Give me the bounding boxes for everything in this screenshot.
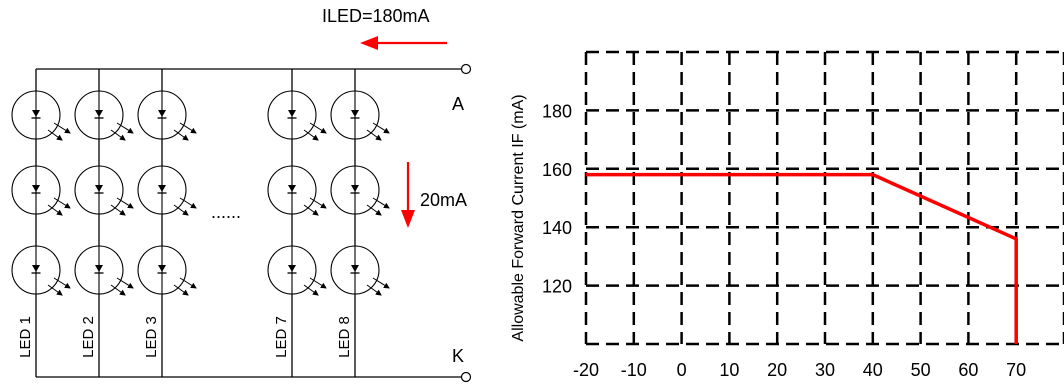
led-symbol [11,90,71,141]
led-symbol [74,245,134,296]
led-array-circuit: A K ILED=180mA 20mA ...... LED 1 LED 2 LED… [11,6,472,383]
x-tick-label: -20 [573,360,599,380]
x-tick-label: 40 [863,360,883,380]
x-tick-label: 20 [767,360,787,380]
x-tick-label: 60 [958,360,978,380]
derating-curve [586,172,1018,344]
y-tick-label: 180 [542,101,572,121]
x-tick-label: -10 [621,360,647,380]
terminal-k-node [460,371,472,383]
terminal-k-label: K [452,346,464,366]
x-tick-label: 50 [911,360,931,380]
y-tick-label: 140 [542,218,572,238]
led-label: LED 1 [17,316,34,358]
led-label: LED 8 [336,316,353,358]
led-symbol [330,165,390,216]
terminal-a-label: A [452,94,464,114]
led-symbol [11,245,71,296]
led-symbol [137,165,197,216]
led-column: LED 8 [330,69,390,377]
led-current-arrowhead [360,36,378,50]
led-label: LED 7 [273,316,290,358]
led-column: LED 1 [11,69,71,377]
led-column: LED 3 [137,69,197,377]
led-symbol [137,245,197,296]
y-tick-label: 120 [542,277,572,297]
led-symbol [267,245,327,296]
y-axis-label: Allowable Forward Current IF (mA) [510,94,527,341]
led-symbol [267,90,327,141]
led-current-label: ILED=180mA [322,6,430,26]
led-symbol [267,165,327,216]
x-tick-label: 30 [815,360,835,380]
terminal-a-node [460,63,472,75]
led-symbol [330,90,390,141]
led-column: LED 7 [267,69,327,377]
led-label: LED 2 [80,316,97,358]
branch-current-arrowhead [401,210,415,228]
x-tick-label: 70 [1006,360,1026,380]
branch-current-label: 20mA [420,190,467,210]
led-label: LED 3 [143,316,160,358]
x-tick-label: 0 [677,360,687,380]
led-symbol [74,90,134,141]
led-symbol [137,90,197,141]
x-tick-label: 10 [719,360,739,380]
led-column: LED 2 [74,69,134,377]
led-symbol [330,245,390,296]
led-symbol [74,165,134,216]
derating-chart: Allowable Forward Current IF (mA) 120 140… [510,50,1064,380]
ellipsis: ...... [211,202,241,222]
y-tick-label: 160 [542,160,572,180]
led-symbol [11,165,71,216]
